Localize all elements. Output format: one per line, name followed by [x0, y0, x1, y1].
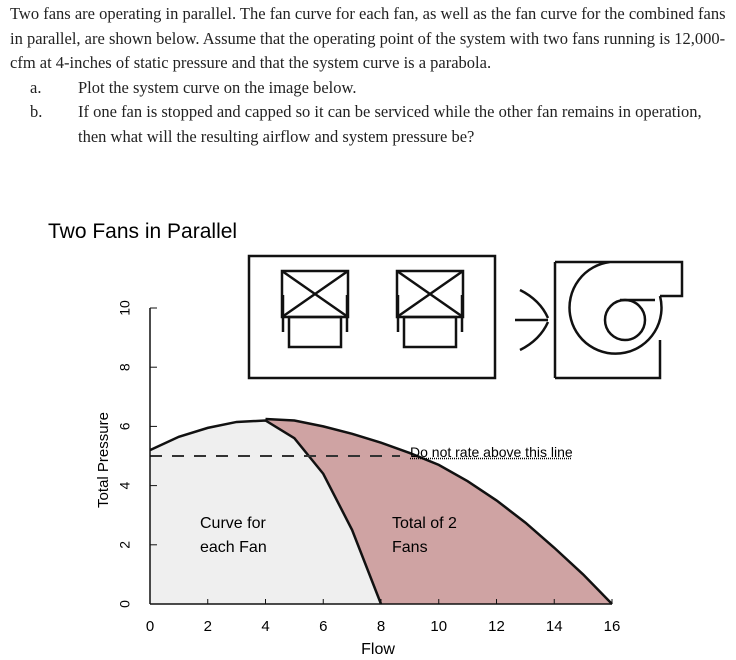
x-tick-label: 10 — [430, 618, 447, 635]
series-label: Total of 2 Fans — [392, 515, 457, 556]
x-tick-label: 4 — [261, 618, 269, 635]
item: b. If one fan is stopped and capped so it… — [30, 100, 728, 149]
x-tick-label: 0 — [146, 618, 154, 635]
x-tick-label: 6 — [319, 618, 327, 635]
y-axis-label: Total Pressure — [95, 412, 112, 508]
limit-label: Do not rate above this line — [410, 444, 573, 460]
x-tick-label: 12 — [488, 618, 505, 635]
x-axis-label: Flow — [361, 641, 395, 658]
y-tick-label: 10 — [117, 300, 133, 316]
curve — [149, 419, 383, 605]
x-tick-label: 16 — [604, 618, 621, 635]
y-tick-label: 8 — [117, 363, 133, 371]
x-tick-label: 14 — [546, 618, 563, 635]
chart-title: Two Fans in Parallel — [48, 220, 237, 243]
question: Two fans are operating in parallel. The … — [10, 2, 728, 149]
x-tick-label: 8 — [377, 618, 385, 635]
y-tick-label: 0 — [117, 600, 133, 608]
series-label: Curve for each Fan — [200, 515, 267, 556]
y-tick-label: 2 — [117, 541, 133, 549]
curve — [265, 417, 613, 605]
y-tick-label: 4 — [117, 481, 133, 489]
marker: a. — [30, 77, 42, 97]
marker: b. — [30, 102, 43, 121]
item: a. Plot the system curve on the image bel… — [30, 76, 728, 101]
y-tick-label: 6 — [117, 422, 133, 430]
item-text: Plot the system curve on the image below… — [78, 77, 357, 97]
fan-diagram — [247, 254, 684, 380]
plot: 0 2 4 6 8 10 12 14 16 0 2 4 6 8 10 — [117, 300, 621, 635]
intro: Two fans are operating in parallel. The … — [10, 4, 726, 72]
item-text: If one fan is stopped and capped so it c… — [78, 102, 702, 146]
x-tick-label: 2 — [204, 618, 212, 635]
area — [150, 420, 381, 604]
